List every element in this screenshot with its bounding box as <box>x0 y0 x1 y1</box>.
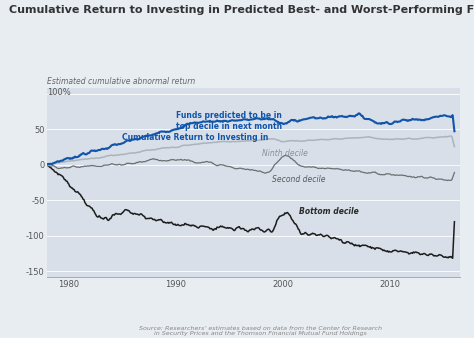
Text: Source: Researchers’ estimates based on data from the Center for Research
in Sec: Source: Researchers’ estimates based on … <box>139 325 382 336</box>
Text: 100%: 100% <box>47 88 71 97</box>
Text: Second decile: Second decile <box>273 175 326 184</box>
Text: Ninth decile: Ninth decile <box>262 149 308 158</box>
Text: Cumulative Return to Investing in: Cumulative Return to Investing in <box>122 133 272 142</box>
Text: Cumulative Return to Investing in Predicted Best- and Worst-Performing Funds: Cumulative Return to Investing in Predic… <box>9 5 474 15</box>
Text: Funds predicted to be in
top decile in next month: Funds predicted to be in top decile in n… <box>176 111 282 130</box>
Text: Estimated cumulative abnormal return: Estimated cumulative abnormal return <box>47 77 196 86</box>
Text: Bottom decile: Bottom decile <box>299 207 359 216</box>
